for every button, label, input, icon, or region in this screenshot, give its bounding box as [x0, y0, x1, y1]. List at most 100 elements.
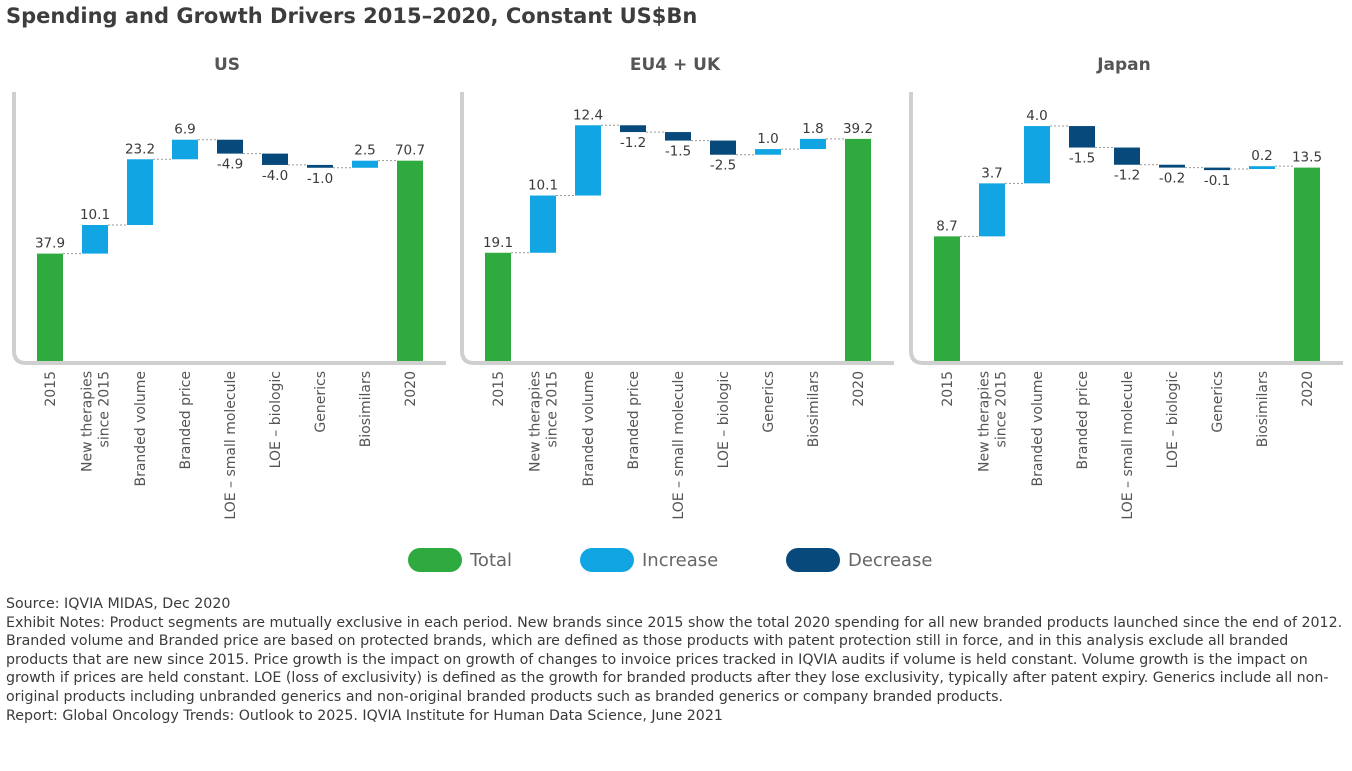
category-label-1: New therapies: [977, 371, 993, 472]
legend-item-decrease: Decrease: [786, 546, 932, 574]
source-note: Source: IQVIA MIDAS, Dec 2020: [6, 596, 231, 612]
category-label-5: LOE – biologic: [1165, 371, 1181, 468]
legend-label-increase: Increase: [642, 549, 719, 571]
legend-swatch-total: [408, 548, 462, 572]
legend-item-total: Total: [408, 546, 512, 574]
category-label-7: Biosimilars: [806, 371, 822, 447]
chart-panel-2: Japan 8.7 2015 3.7 New therapies since 2015 4.…: [909, 55, 1343, 520]
category-label-0: 2015: [43, 371, 59, 407]
bar-8: [845, 138, 871, 361]
data-label-0: 37.9: [35, 236, 65, 252]
bar-0: [37, 253, 63, 361]
category-label-1: New therapies: [80, 371, 96, 472]
category-label-3: Branded price: [178, 371, 194, 470]
bar-7: [800, 138, 826, 150]
category-label-1: since 2015: [97, 371, 113, 447]
data-label-2: 12.4: [573, 107, 603, 123]
data-label-5: -2.5: [710, 158, 736, 174]
chart-panel-0: US 37.9 2015 10.1 New therapies since 2015 23.…: [12, 55, 446, 520]
data-label-0: 8.7: [936, 218, 957, 234]
category-label-6: Generics: [1210, 371, 1226, 433]
category-label-5: LOE – biologic: [716, 371, 732, 468]
chart-title: Japan: [1096, 55, 1151, 75]
bar-5: [1159, 164, 1185, 168]
data-label-5: -4.0: [262, 168, 288, 184]
data-label-8: 39.2: [843, 121, 873, 137]
category-label-1: since 2015: [545, 371, 561, 447]
data-label-1: 10.1: [528, 178, 558, 194]
bar-6: [1204, 167, 1230, 171]
bar-0: [934, 236, 960, 361]
axis-frame: [12, 92, 446, 365]
data-label-8: 70.7: [395, 143, 425, 159]
data-label-5: -0.2: [1159, 171, 1185, 187]
category-label-2: Branded volume: [581, 371, 597, 487]
bar-8: [1294, 167, 1320, 361]
data-label-0: 19.1: [483, 235, 513, 251]
legend-item-increase: Increase: [580, 546, 718, 574]
category-label-2: Branded volume: [1030, 371, 1046, 487]
legend-swatch-decrease: [786, 548, 840, 572]
bar-7: [1249, 166, 1275, 170]
data-label-7: 0.2: [1251, 148, 1272, 164]
bar-2: [127, 159, 153, 225]
category-label-8: 2020: [403, 371, 419, 407]
data-label-2: 4.0: [1026, 108, 1047, 124]
bar-4: [665, 132, 691, 141]
data-label-3: 6.9: [174, 122, 195, 138]
category-label-0: 2015: [940, 371, 956, 407]
data-label-7: 1.8: [802, 121, 823, 137]
data-label-1: 10.1: [80, 207, 110, 223]
data-label-4: -1.2: [1114, 168, 1140, 184]
data-label-4: -4.9: [217, 157, 243, 173]
bar-1: [530, 195, 556, 253]
page-title: Spending and Growth Drivers 2015–2020, C…: [6, 4, 698, 28]
chart-title: EU4 + UK: [630, 55, 721, 75]
category-label-7: Biosimilars: [358, 371, 374, 447]
bar-7: [352, 160, 378, 168]
legend-label-total: Total: [470, 549, 513, 571]
chart-panel-1: EU4 + UK 19.1 2015 10.1 New therapies since 2…: [460, 55, 894, 520]
category-label-4: LOE – small molecule: [223, 371, 239, 520]
data-label-1: 3.7: [981, 165, 1002, 181]
category-label-4: LOE – small molecule: [1120, 371, 1136, 520]
category-label-4: LOE – small molecule: [671, 371, 687, 520]
bar-5: [262, 153, 288, 165]
bar-4: [1114, 147, 1140, 165]
category-label-2: Branded volume: [133, 371, 149, 487]
legend-label-decrease: Decrease: [848, 549, 933, 571]
axis-frame: [909, 92, 1343, 365]
bar-3: [1069, 126, 1095, 148]
category-label-3: Branded price: [1075, 371, 1091, 470]
bar-1: [979, 183, 1005, 237]
category-label-3: Branded price: [626, 371, 642, 470]
axis-frame: [460, 92, 894, 365]
data-label-2: 23.2: [125, 141, 155, 157]
report-note: Report: Global Oncology Trends: Outlook …: [6, 707, 723, 724]
category-label-0: 2015: [491, 371, 507, 407]
category-label-8: 2020: [1300, 371, 1316, 407]
category-label-1: since 2015: [994, 371, 1010, 447]
bar-2: [1024, 126, 1050, 184]
legend-swatch-increase: [580, 548, 634, 572]
bar-0: [485, 252, 511, 361]
data-label-6: -0.1: [1204, 173, 1230, 189]
chart-title: US: [214, 55, 240, 75]
bar-3: [620, 125, 646, 133]
data-label-4: -1.5: [665, 144, 691, 160]
data-label-7: 2.5: [354, 143, 375, 159]
category-label-8: 2020: [851, 371, 867, 407]
category-label-6: Generics: [313, 371, 329, 433]
category-label-5: LOE – biologic: [268, 371, 284, 468]
notes: Source: IQVIA MIDAS, Dec 2020 Exhibit No…: [6, 595, 1351, 725]
data-label-3: -1.5: [1069, 151, 1095, 167]
bar-6: [755, 149, 781, 155]
bar-3: [172, 139, 198, 160]
bar-6: [307, 164, 333, 168]
data-label-3: -1.2: [620, 135, 646, 151]
exhibit-notes: Exhibit Notes: Product segments are mutu…: [6, 614, 1343, 705]
data-label-8: 13.5: [1292, 150, 1322, 166]
category-label-1: New therapies: [528, 371, 544, 472]
category-label-7: Biosimilars: [1255, 371, 1271, 447]
